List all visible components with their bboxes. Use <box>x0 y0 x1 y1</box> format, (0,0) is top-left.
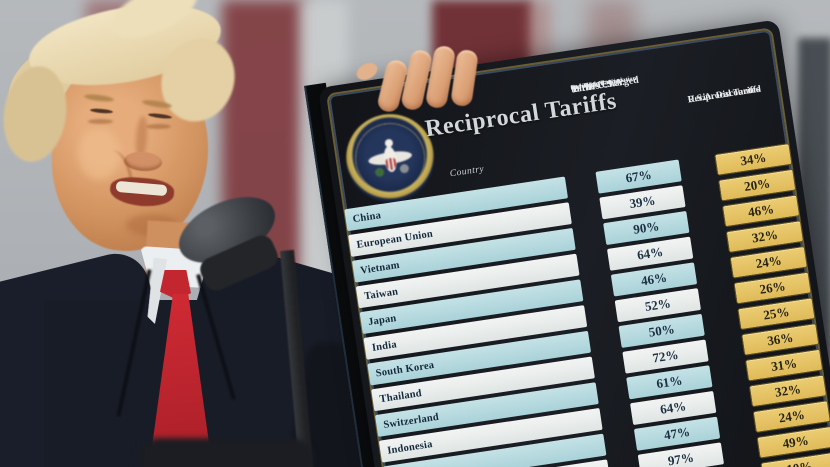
person-eye-crease <box>88 119 113 124</box>
holding-hand <box>353 42 502 114</box>
person-cheek <box>78 128 120 180</box>
podium-shadow <box>138 438 313 467</box>
person-eye-crease <box>146 124 171 129</box>
